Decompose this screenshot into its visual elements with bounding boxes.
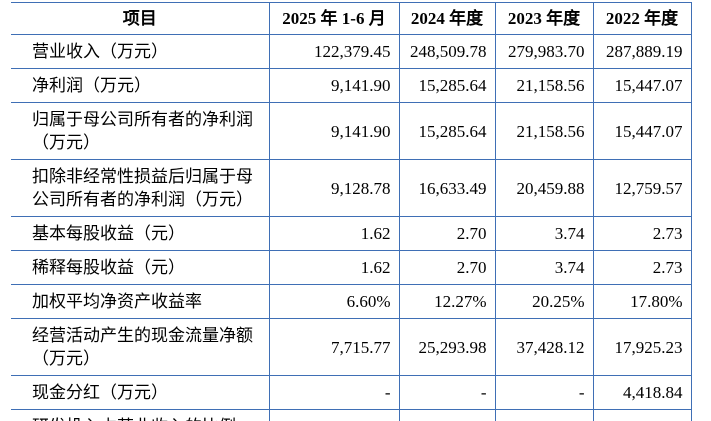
table-header-row: 项目 2025 年 1-6 月 2024 年度 2023 年度 2022 年度 bbox=[11, 2, 692, 35]
value-cell: 37,428.12 bbox=[494, 318, 594, 376]
period-column-header: 2023 年度 bbox=[494, 2, 594, 35]
value-cell: 3.74 bbox=[494, 250, 594, 285]
value-cell: 12.27% bbox=[398, 284, 496, 319]
value-cell: 3.15% bbox=[494, 409, 594, 421]
row-label-cell: 现金分红（万元） bbox=[11, 375, 270, 410]
value-cell: 15,447.07 bbox=[592, 68, 692, 103]
value-cell: 2.73 bbox=[592, 250, 692, 285]
value-cell: 21,158.56 bbox=[494, 68, 594, 103]
row-label-cell: 营业收入（万元） bbox=[11, 34, 270, 69]
row-label-cell: 归属于母公司所有者的净利润（万元） bbox=[11, 102, 270, 160]
value-cell: 16,633.49 bbox=[398, 159, 496, 217]
table-row: 加权平均净资产收益率 6.60% 12.27% 20.25% 17.80% bbox=[11, 284, 692, 319]
value-cell: 20,459.88 bbox=[494, 159, 594, 217]
value-cell: - bbox=[398, 375, 496, 410]
value-cell: 2.73 bbox=[592, 216, 692, 251]
value-cell: 3.62% bbox=[268, 409, 400, 421]
value-cell: 15,447.07 bbox=[592, 102, 692, 160]
row-label-cell: 研发投入占营业收入的比例 bbox=[11, 409, 270, 421]
row-label-cell: 扣除非经常性损益后归属于母公司所有者的净利润（万元） bbox=[11, 159, 270, 217]
table-row: 归属于母公司所有者的净利润（万元） 9,141.90 15,285.64 21,158… bbox=[11, 102, 692, 160]
value-cell: 3.29% bbox=[592, 409, 692, 421]
value-cell: 17.80% bbox=[592, 284, 692, 319]
period-column-header: 2024 年度 bbox=[398, 2, 496, 35]
value-cell: 122,379.45 bbox=[268, 34, 400, 69]
value-cell: 9,128.78 bbox=[268, 159, 400, 217]
row-label-cell: 经营活动产生的现金流量净额（万元） bbox=[11, 318, 270, 376]
table-row: 扣除非经常性损益后归属于母公司所有者的净利润（万元） 9,128.78 16,633… bbox=[11, 159, 692, 217]
table-row: 研发投入占营业收入的比例3.62%3.37%3.15%3.29% bbox=[11, 409, 692, 421]
value-cell: 279,983.70 bbox=[494, 34, 594, 69]
value-cell: 1.62 bbox=[268, 216, 400, 251]
table-row: 营业收入（万元） 122,379.45 248,509.78 279,983.70 28… bbox=[11, 34, 692, 69]
financial-summary-table: 项目 2025 年 1-6 月 2024 年度 2023 年度 2022 年度 营业收入… bbox=[11, 2, 692, 421]
table-row: 稀释每股收益（元） 1.62 2.70 3.74 2.73 bbox=[11, 250, 692, 285]
table-row: 净利润（万元） 9,141.90 15,285.64 21,158.56 15,447.… bbox=[11, 68, 692, 103]
value-cell: 3.74 bbox=[494, 216, 594, 251]
value-cell: 248,509.78 bbox=[398, 34, 496, 69]
row-label-cell: 稀释每股收益（元） bbox=[11, 250, 270, 285]
value-cell: 9,141.90 bbox=[268, 68, 400, 103]
value-cell: 9,141.90 bbox=[268, 102, 400, 160]
value-cell: 1.62 bbox=[268, 250, 400, 285]
value-cell: 2.70 bbox=[398, 250, 496, 285]
value-cell: - bbox=[268, 375, 400, 410]
item-column-header: 项目 bbox=[11, 2, 270, 35]
value-cell: 7,715.77 bbox=[268, 318, 400, 376]
value-cell: 287,889.19 bbox=[592, 34, 692, 69]
value-cell: 4,418.84 bbox=[592, 375, 692, 410]
value-cell: 21,158.56 bbox=[494, 102, 594, 160]
row-label-cell: 基本每股收益（元） bbox=[11, 216, 270, 251]
value-cell: 20.25% bbox=[494, 284, 594, 319]
table-row: 经营活动产生的现金流量净额（万元） 7,715.77 25,293.98 37,428… bbox=[11, 318, 692, 376]
table-row: 现金分红（万元） - - -4,418.84 bbox=[11, 375, 692, 410]
value-cell: 15,285.64 bbox=[398, 68, 496, 103]
value-cell: 17,925.23 bbox=[592, 318, 692, 376]
table-row: 基本每股收益（元） 1.62 2.70 3.74 2.73 bbox=[11, 216, 692, 251]
value-cell: 3.37% bbox=[398, 409, 496, 421]
period-column-header: 2022 年度 bbox=[592, 2, 692, 35]
value-cell: 2.70 bbox=[398, 216, 496, 251]
row-label-cell: 加权平均净资产收益率 bbox=[11, 284, 270, 319]
period-column-header: 2025 年 1-6 月 bbox=[268, 2, 400, 35]
value-cell: - bbox=[494, 375, 594, 410]
value-cell: 15,285.64 bbox=[398, 102, 496, 160]
value-cell: 6.60% bbox=[268, 284, 400, 319]
row-label-cell: 净利润（万元） bbox=[11, 68, 270, 103]
value-cell: 12,759.57 bbox=[592, 159, 692, 217]
value-cell: 25,293.98 bbox=[398, 318, 496, 376]
